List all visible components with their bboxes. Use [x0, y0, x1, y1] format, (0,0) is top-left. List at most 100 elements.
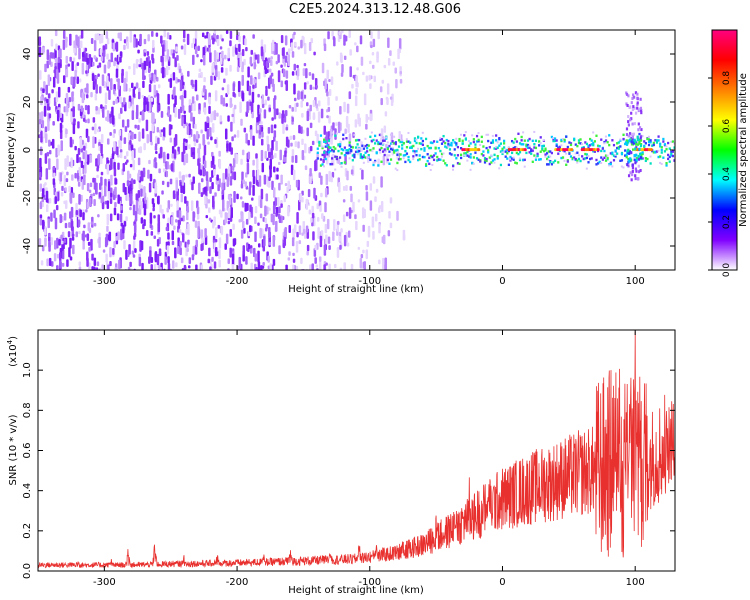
spectrogram-band-cell: [412, 149, 415, 153]
spectrogram-band-cell: [424, 164, 428, 167]
spectrogram-noise-cell: [141, 110, 145, 121]
spectrogram-noise-cell: [271, 117, 274, 121]
spectrogram-noise-cell: [261, 162, 265, 173]
spectrogram-band-cell: [662, 156, 665, 159]
spectrogram-band-halo: [600, 161, 603, 164]
spectrogram-noise-cell: [275, 212, 278, 217]
spectrogram-noise-cell: [85, 209, 88, 213]
spectrogram-x-axis[interactable]: -300 -200 -100 0 100: [93, 30, 645, 287]
spectrogram-noise-cell: [123, 137, 127, 144]
spectrogram-noise-cell: [104, 237, 108, 248]
spectrogram-noise-cell: [244, 38, 247, 46]
spectrogram-noise-cell: [128, 173, 132, 179]
spectrogram-band-cell: [655, 139, 659, 142]
spectrogram-noise-cell: [127, 132, 131, 143]
spectrogram-noise-cell: [139, 33, 142, 46]
spectrogram-noise-cell: [218, 249, 221, 260]
spectrogram-noise-cell: [396, 210, 399, 221]
spectrogram-noise-cell: [74, 269, 78, 270]
spectrogram-band-cell: [389, 147, 393, 151]
spectrogram-noise-cell: [292, 258, 296, 263]
spectrogram-noise-cell: [374, 213, 378, 222]
spectrogram-noise-cell: [342, 199, 346, 203]
spectrogram-noise-cell: [217, 184, 220, 192]
spectrogram-noise-cell: [326, 69, 329, 80]
spectrogram-band-cell: [624, 154, 627, 157]
spectrogram-noise-cell: [72, 123, 76, 135]
spectrogram-noise-cell: [95, 105, 98, 111]
spectrogram-band-halo: [561, 138, 564, 141]
spectrogram-x-tick-label: 100: [626, 276, 645, 287]
spectrogram-noise-cell: [365, 75, 369, 82]
spectrogram-noise-cell: [166, 49, 170, 60]
spectrogram-noise-cell: [55, 43, 58, 51]
spectrogram-noise-cell: [272, 258, 276, 266]
spectrogram-noise-cell: [349, 185, 353, 191]
spectrogram-noise-cell: [293, 83, 296, 95]
spectrogram-noise-cell: [154, 157, 157, 163]
spectrogram-noise-cell: [118, 113, 121, 120]
spectrogram-band-cell: [477, 138, 480, 142]
spectrogram-band-cell: [334, 147, 337, 150]
spectrogram-noise-cell: [106, 38, 110, 45]
spectrogram-noise-cell: [387, 37, 390, 48]
spectrogram-band-cell: [670, 154, 673, 157]
spectrogram-band-cell: [632, 148, 635, 151]
spectrogram-noise-cell: [123, 155, 127, 160]
spectrogram-noise-cell: [218, 237, 222, 249]
spectrogram-band-cell: [592, 150, 595, 153]
spectrogram-band-cell: [418, 142, 421, 145]
snr-x-axis[interactable]: -300 -200 -100 0 100: [93, 330, 645, 588]
spectrogram-noise-cell: [79, 136, 83, 149]
snr-y-axis[interactable]: 0.00.20.40.60.81.0: [22, 362, 675, 579]
spectrogram-band-halo: [321, 145, 324, 148]
spectrogram-band-cell: [342, 137, 345, 141]
spectrogram-noise-cell: [303, 94, 307, 99]
spectrogram-noise-cell: [302, 228, 306, 234]
spectrogram-noise-cell: [138, 118, 141, 123]
spectrogram-band-cell: [380, 146, 383, 150]
spectrogram-noise-cell: [266, 206, 269, 215]
spectrogram-band-cell: [386, 147, 389, 151]
spectrogram-noise-cell: [50, 261, 54, 267]
spectrogram-noise-cell: [200, 264, 204, 270]
spectrogram-burst-cell: [638, 126, 642, 130]
spectrogram-noise-cell: [261, 94, 264, 105]
spectrogram-band-cell: [668, 147, 671, 150]
spectrogram-noise-cell: [74, 172, 77, 179]
spectrogram-band-cell: [620, 152, 624, 156]
spectrogram-noise-cell: [291, 71, 295, 76]
spectrogram-noise-cell: [145, 269, 148, 270]
spectrogram-noise-cell: [90, 238, 93, 251]
spectrogram-band-halo: [549, 155, 552, 158]
snr-series-line[interactable]: [38, 331, 675, 569]
spectrogram-band-cell: [436, 159, 439, 162]
spectrogram-noise-cell: [106, 200, 110, 209]
spectrogram-noise-cell: [274, 152, 277, 159]
spectrogram-band-cell: [450, 141, 453, 145]
spectrogram-noise-cell: [280, 34, 284, 44]
spectrogram-noise-cell: [86, 154, 90, 165]
spectrogram-noise-cell: [88, 197, 92, 207]
spectrogram-band-cell: [628, 150, 632, 153]
spectrogram-noise-cell: [191, 96, 195, 104]
spectrogram-noise-cell: [207, 199, 211, 204]
spectrogram-noise-cell: [147, 67, 151, 74]
spectrogram-noise-cell: [332, 236, 335, 241]
spectrogram-noise-cell: [306, 250, 309, 256]
spectrogram-burst-cell: [625, 127, 629, 131]
spectrogram-noise-cell: [118, 139, 121, 148]
spectrogram-band-cell: [619, 159, 622, 163]
spectrogram-band-cell: [657, 139, 660, 142]
spectrogram-noise-cell: [298, 124, 301, 134]
spectrogram-burst-cell: [631, 169, 634, 173]
spectrogram-noise-cell: [110, 192, 113, 198]
spectrogram-noise-cell: [346, 242, 350, 247]
spectrogram-noise-cell: [157, 214, 161, 223]
spectrogram-burst-cell: [625, 139, 628, 143]
spectrogram-noise-cell: [160, 35, 163, 44]
spectrogram-band-halo: [358, 148, 361, 151]
spectrogram-noise-cell: [109, 131, 112, 136]
